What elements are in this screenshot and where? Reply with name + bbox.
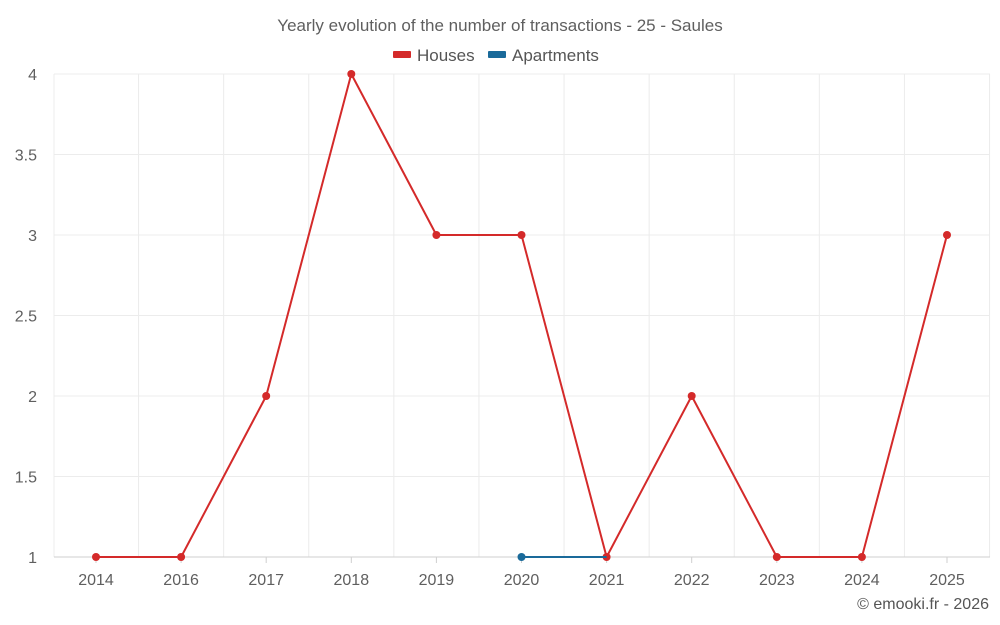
credit-text: © emooki.fr - 2026 — [857, 596, 989, 613]
legend-swatch-houses — [393, 51, 411, 58]
y-tick-label: 4 — [28, 67, 37, 84]
legend-swatch-apartments — [488, 51, 506, 58]
x-axis: 2014 2016 2017 2018 2019 2020 2021 2022 2023 2024… — [54, 556, 990, 589]
legend-label-apartments: Apartments — [512, 46, 599, 65]
x-tick-label: 2017 — [248, 572, 284, 589]
y-tick-label: 3 — [28, 228, 37, 245]
data-point-apartments-2020[interactable] — [517, 553, 526, 561]
y-axis: 1 1.5 2 2.5 3 3.5 4 — [15, 67, 37, 567]
series-apartments — [517, 553, 607, 561]
y-tick-label: 3.5 — [15, 148, 37, 165]
y-tick-label: 2.5 — [15, 309, 37, 326]
x-tick-label: 2021 — [589, 572, 625, 589]
x-tick-label: 2025 — [929, 572, 965, 589]
x-tick-label: 2014 — [78, 572, 114, 589]
x-tick-label: 2023 — [759, 572, 795, 589]
data-point-houses-2023[interactable] — [772, 553, 781, 561]
data-point-houses-2025[interactable] — [943, 231, 951, 239]
data-point-houses-2018[interactable] — [347, 70, 356, 78]
x-tick-label: 2019 — [419, 572, 455, 589]
grid — [53, 73, 991, 557]
x-tick-label: 2020 — [504, 572, 540, 589]
data-point-houses-2016[interactable] — [177, 553, 186, 561]
x-tick-label: 2022 — [674, 572, 710, 589]
x-tick-label: 2018 — [334, 572, 370, 589]
data-point-houses-2022[interactable] — [687, 392, 696, 400]
series-houses — [92, 70, 951, 561]
legend: Houses Apartments — [393, 46, 599, 65]
data-point-houses-2014[interactable] — [92, 553, 100, 561]
y-tick-label: 2 — [28, 389, 37, 406]
chart-title: Yearly evolution of the number of transa… — [277, 16, 722, 35]
x-tick-label: 2024 — [844, 572, 880, 589]
data-point-houses-2019[interactable] — [432, 231, 441, 239]
data-point-houses-2024[interactable] — [857, 553, 866, 561]
legend-label-houses: Houses — [417, 46, 475, 65]
legend-item-houses[interactable]: Houses — [393, 46, 475, 65]
x-tick-label: 2016 — [163, 572, 199, 589]
legend-item-apartments[interactable]: Apartments — [488, 46, 599, 65]
series — [92, 70, 951, 561]
data-point-houses-2017[interactable] — [262, 392, 271, 400]
data-point-houses-2020[interactable] — [517, 231, 526, 239]
y-tick-label: 1.5 — [15, 470, 37, 487]
y-tick-label: 1 — [28, 550, 37, 567]
